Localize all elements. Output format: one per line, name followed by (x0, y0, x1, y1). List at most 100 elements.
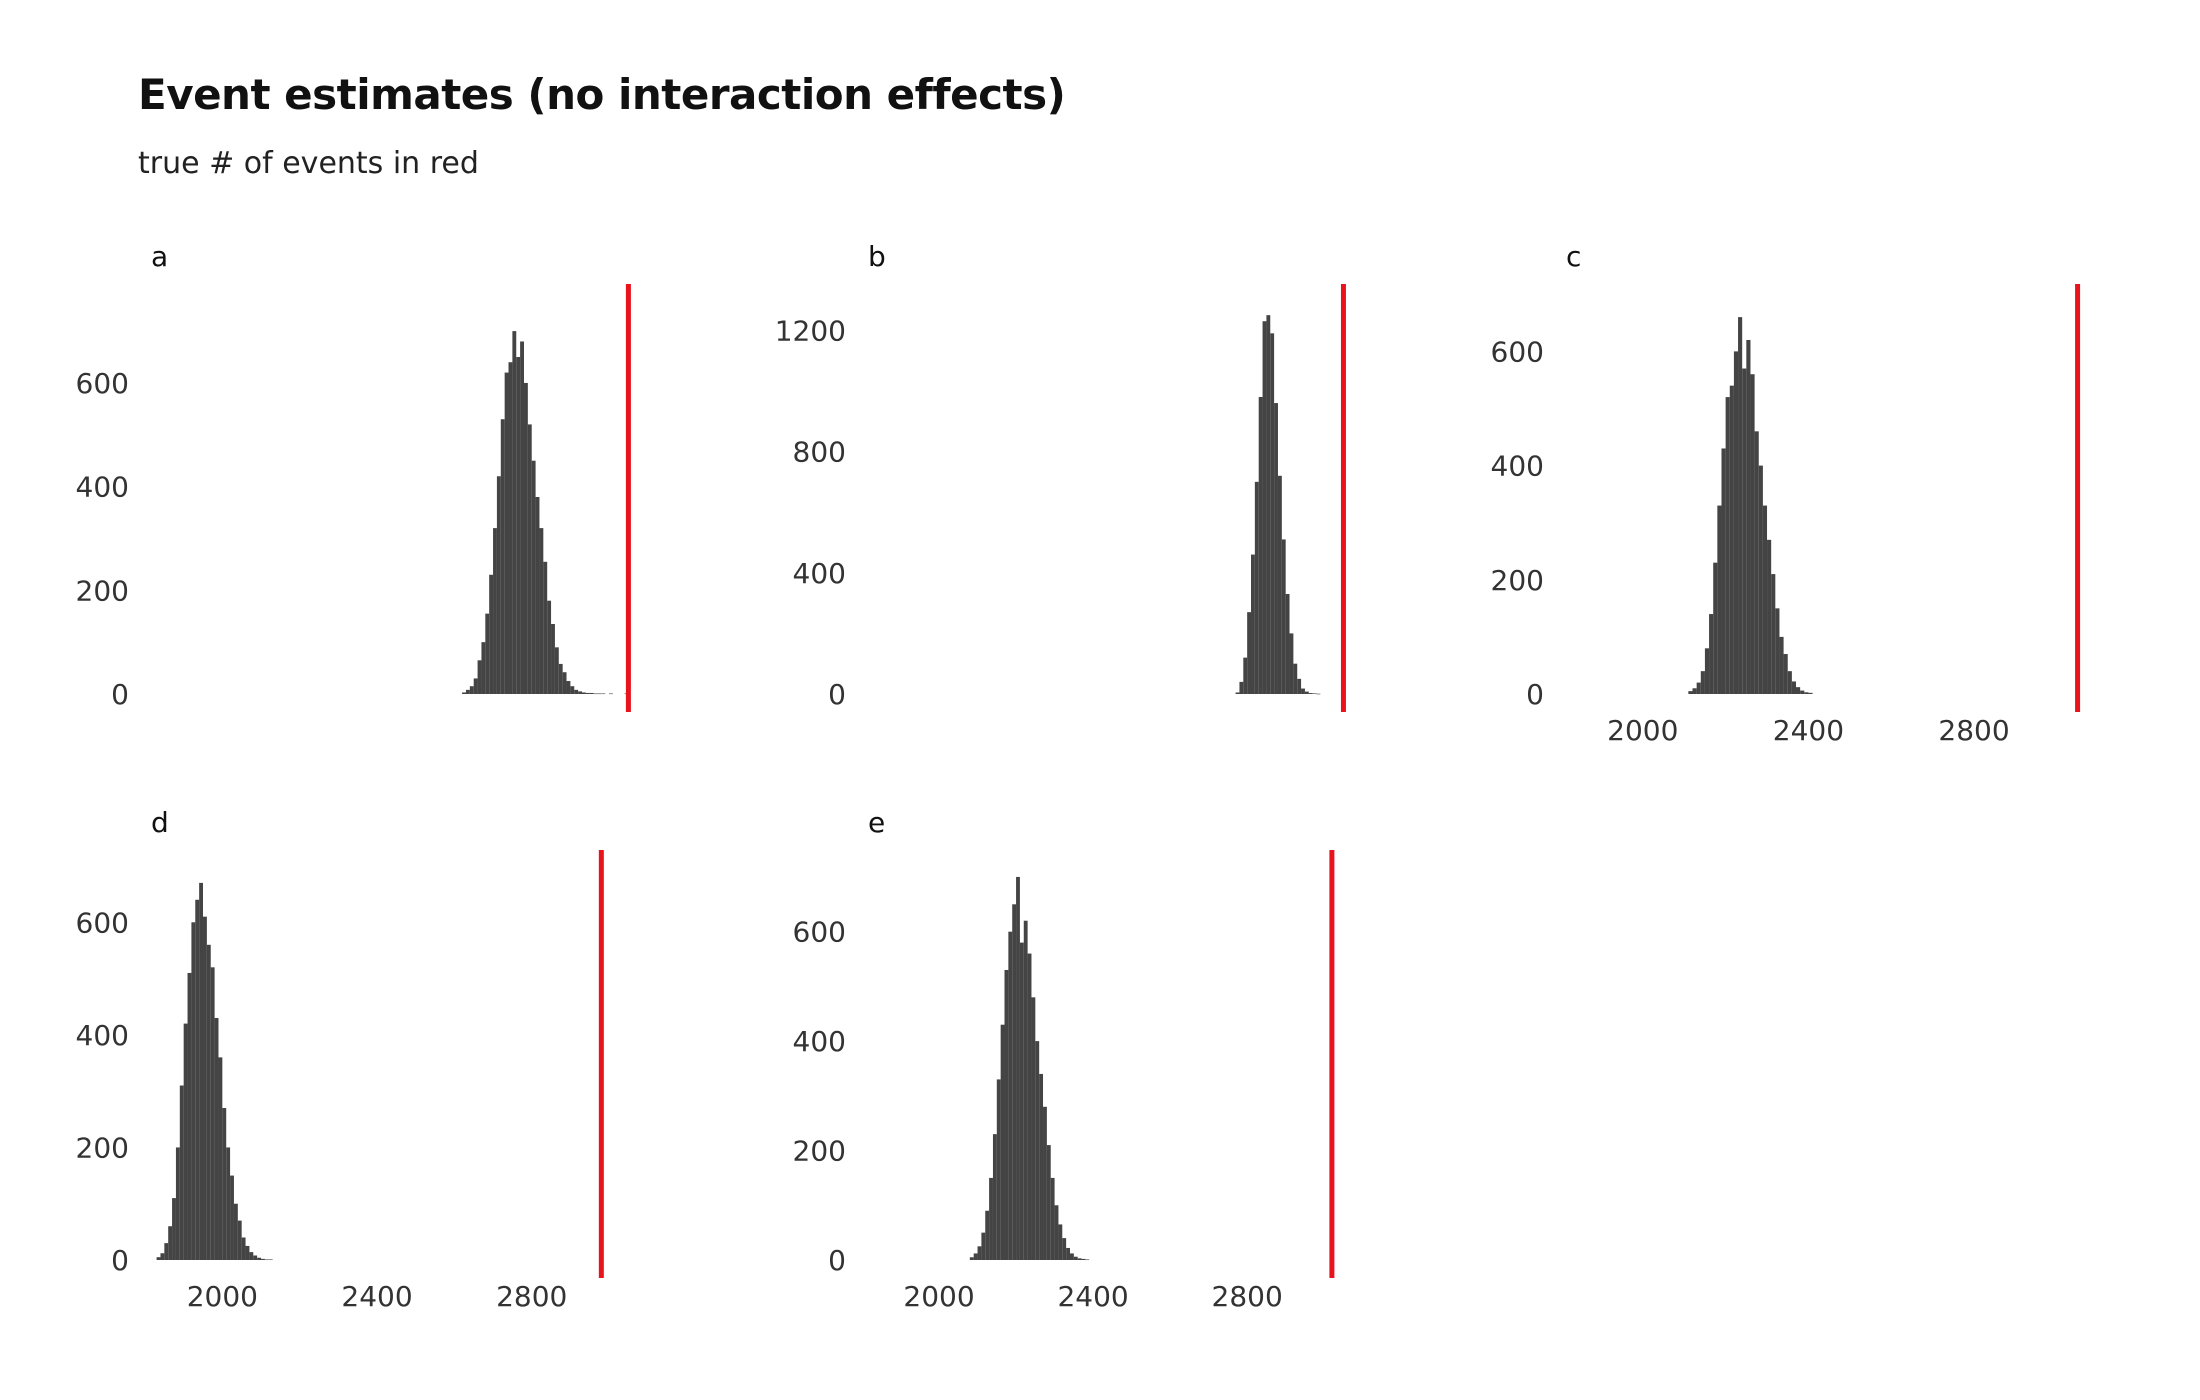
facet-label-b: b (868, 240, 886, 273)
x-tick-label: 2000 (1607, 714, 1678, 747)
x-tick-label: 2400 (1057, 1280, 1128, 1313)
histogram-bar (1725, 397, 1730, 694)
x-tick-label: 2800 (496, 1280, 567, 1313)
histogram-bar (245, 1245, 250, 1260)
histogram-bar (226, 1147, 231, 1260)
histogram-bar (547, 600, 552, 694)
histogram-bar (1254, 481, 1259, 694)
histogram-bar (156, 1257, 161, 1260)
histogram-bar (520, 341, 524, 694)
histogram-bar (496, 476, 501, 694)
histogram-bar (574, 689, 579, 694)
histogram-bar (183, 1023, 188, 1260)
histogram-bar (1721, 448, 1726, 694)
histogram-bar (203, 916, 207, 1260)
histogram-bar (1783, 654, 1788, 694)
histogram-bar (1316, 693, 1321, 695)
x-tick-label: 2800 (1212, 1280, 1283, 1313)
y-tick-label: 200 (76, 1131, 129, 1164)
histogram-bar (1008, 931, 1013, 1260)
histogram-bar (1738, 317, 1743, 694)
histogram-bar (985, 1210, 990, 1260)
y-tick-label: 200 (76, 574, 129, 607)
histogram-bar (551, 624, 555, 694)
histogram-bar (601, 693, 606, 695)
histogram-bar (230, 1175, 234, 1260)
histogram-bar (1062, 1238, 1067, 1260)
histogram-bar (597, 693, 602, 695)
histogram-bar (1043, 1106, 1047, 1260)
y-tick-label: 400 (793, 1025, 846, 1058)
histogram-bar (1000, 1024, 1005, 1260)
histogram-bar (1081, 1258, 1086, 1260)
histogram-bar (973, 1253, 978, 1260)
y-tick-label: 0 (1526, 678, 1544, 711)
histogram-bar (1717, 505, 1722, 694)
histogram-bar (562, 672, 567, 694)
histogram-bar (1791, 681, 1797, 694)
histogram-bar (187, 972, 192, 1260)
histogram-bar (1767, 539, 1772, 694)
y-tick-label: 200 (793, 1135, 846, 1168)
facet-label-e: e (868, 806, 885, 839)
histogram-bar (1308, 693, 1313, 694)
histogram-bar (581, 692, 586, 694)
histogram-bar (1779, 636, 1784, 694)
histogram-bar (1016, 876, 1020, 1260)
histogram-bar (1692, 688, 1697, 694)
histogram-bar (1012, 904, 1017, 1260)
histogram-bar (1058, 1224, 1063, 1260)
histogram-bar (531, 460, 536, 694)
histogram-bar (481, 642, 486, 694)
x-tick-label: 2000 (187, 1280, 258, 1313)
histogram-bar (1750, 374, 1755, 694)
histogram-bar (1031, 997, 1036, 1260)
facet-label-a: a (151, 240, 168, 273)
histogram-bar (199, 882, 204, 1260)
histogram-bar (1069, 1253, 1074, 1260)
histogram-bar (1742, 368, 1747, 694)
y-tick-label: 400 (1491, 450, 1544, 483)
facet-panel-e: e 0 200 400 600 2000 2400 2800 (793, 806, 1335, 1313)
histogram-bar (1289, 633, 1294, 694)
histogram-bar (516, 357, 521, 694)
histogram-bar (175, 1147, 180, 1260)
histogram-bar (168, 1226, 173, 1260)
histogram-bar (566, 681, 571, 694)
histogram-bar (609, 693, 613, 695)
histogram-bar (1239, 681, 1244, 694)
histogram-bar (1754, 431, 1759, 694)
histogram-bar (261, 1258, 265, 1260)
histogram-bar (1023, 920, 1028, 1260)
histogram-bar (539, 528, 544, 694)
facet-label-c: c (1566, 240, 1581, 273)
histogram-bar (981, 1232, 986, 1260)
facet-panel-a: a 0 200 400 600 (76, 240, 631, 712)
histogram-bar (1281, 539, 1286, 694)
histogram-bar (477, 660, 482, 694)
histogram-bar (485, 613, 490, 694)
histogram-bar (1304, 691, 1309, 694)
y-tick-label: 0 (828, 678, 846, 711)
histogram-bar (1277, 475, 1282, 694)
histogram-bar (585, 692, 590, 694)
histogram-bar (257, 1257, 262, 1260)
histogram-bar (1771, 574, 1776, 694)
histogram-bar (1262, 321, 1267, 694)
x-tick-label: 2400 (1773, 714, 1844, 747)
histogram-bar (1274, 403, 1278, 694)
histogram-bar (1019, 942, 1024, 1260)
histogram-bar (1247, 612, 1252, 694)
histogram-bar (512, 331, 517, 694)
histogram-bar (1251, 554, 1255, 694)
x-tick-label: 2800 (1938, 714, 2009, 747)
histogram-bar (172, 1198, 176, 1260)
histogram-bar (164, 1243, 169, 1260)
histogram-bar (989, 1177, 993, 1260)
histogram-bar (1312, 693, 1317, 694)
y-tick-label: 600 (76, 906, 129, 939)
histogram-bar (206, 944, 211, 1260)
histogram-bar (1709, 614, 1714, 694)
histogram-bar (214, 1017, 219, 1260)
histogram-bar (1270, 333, 1275, 694)
